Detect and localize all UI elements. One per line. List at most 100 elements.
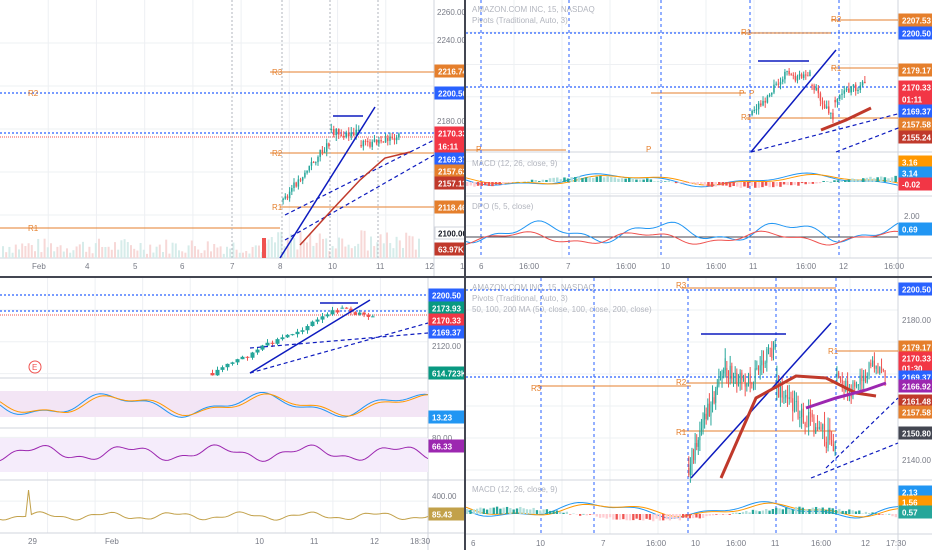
- stochastic-d-line: [0, 393, 429, 417]
- histogram-bar: [741, 511, 745, 514]
- histogram-bar: [865, 177, 869, 182]
- histogram-bar: [836, 180, 840, 182]
- axis-tick-label: 17:30: [886, 539, 907, 548]
- volume-bar: [203, 250, 206, 258]
- histogram-bar: [565, 511, 569, 514]
- volume-bar: [350, 248, 353, 258]
- candle-body: [330, 310, 335, 315]
- volume-bar: [235, 249, 238, 258]
- histogram-bar: [538, 181, 541, 182]
- chart-pane-bottom-right[interactable]: AMAZON.COM INC, 15, NASDAQ Pivots (Tradit…: [466, 278, 932, 550]
- candle-body: [364, 140, 367, 142]
- volume-bar: [382, 243, 385, 258]
- candle-body: [877, 365, 879, 374]
- candle-body: [838, 372, 840, 377]
- pane-divider-horizontal[interactable]: [0, 276, 932, 278]
- candle-body: [830, 112, 832, 114]
- histogram-bar: [655, 514, 658, 519]
- candle-body: [755, 109, 758, 111]
- candle-body: [779, 81, 782, 85]
- candle-body: [754, 368, 756, 383]
- pivot-label: R1: [741, 28, 752, 37]
- histogram-bar: [582, 513, 585, 515]
- pane-divider-vertical[interactable]: [464, 0, 466, 550]
- candle-body: [275, 339, 280, 344]
- chart-pane-bottom-left[interactable]: E2120.0080.00400.00200.0029Feb10111218:3…: [0, 278, 464, 550]
- axis-tick-label: 400.00: [432, 492, 457, 501]
- histogram-bar: [613, 177, 617, 182]
- histogram-bar: [678, 514, 682, 521]
- candle-body: [310, 321, 315, 327]
- histogram-bar: [535, 510, 539, 514]
- price-tag-label: 3.14: [902, 170, 918, 179]
- indicator-legend: MACD (12, 26, close, 9): [472, 485, 558, 494]
- histogram-bar: [484, 182, 487, 186]
- chart-pane-top-right[interactable]: AMAZON.COM INC, 15, NASDAQ Pivots (Tradit…: [466, 0, 932, 276]
- histogram-bar: [624, 178, 627, 182]
- chart-pane-top-left[interactable]: R3R2R2R1R12260.002240.002200.002180.0021…: [0, 0, 464, 276]
- histogram-bar: [725, 514, 728, 515]
- chart-canvas-bottom-left[interactable]: E2120.0080.00400.00200.0029Feb10111218:3…: [0, 278, 464, 550]
- volume-bar: [142, 249, 145, 258]
- axis-tick-label: 29: [28, 537, 37, 546]
- volume-bar: [414, 249, 417, 258]
- candle-body: [829, 429, 831, 440]
- candle-body: [774, 345, 776, 349]
- legend-subtitle: Pivots (Traditional, Auto, 3): [472, 16, 568, 25]
- candle-body: [718, 379, 720, 386]
- axis-tick-label: 2120.00: [432, 342, 461, 351]
- histogram-bar: [785, 507, 788, 514]
- chart-canvas-top-left[interactable]: R3R2R2R1R12260.002240.002200.002180.0021…: [0, 0, 464, 276]
- histogram-bar: [814, 506, 818, 514]
- earnings-event-label: E: [32, 363, 37, 372]
- histogram-bar: [548, 178, 552, 182]
- chart-canvas-bottom-right[interactable]: AMAZON.COM INC, 15, NASDAQ Pivots (Tradit…: [466, 278, 932, 550]
- histogram-bar: [689, 182, 692, 184]
- pivot-label: R1: [741, 113, 752, 122]
- candle-body: [861, 81, 864, 86]
- histogram-bar: [891, 514, 894, 517]
- histogram-bar: [559, 511, 562, 514]
- volume-bar: [18, 249, 20, 258]
- histogram-bar: [718, 514, 721, 515]
- chart-canvas-top-right[interactable]: AMAZON.COM INC, 15, NASDAQ Pivots (Tradit…: [466, 0, 932, 276]
- candle-body: [794, 75, 797, 81]
- histogram-bar: [738, 512, 741, 514]
- volume-bar: [2, 246, 4, 258]
- candle-body: [393, 138, 396, 141]
- price-tag: [428, 288, 464, 302]
- histogram-bar: [764, 182, 768, 186]
- histogram-bar: [505, 182, 509, 184]
- candle-body: [357, 129, 360, 131]
- price-tag: [434, 126, 464, 140]
- candle-body: [804, 423, 806, 427]
- trendline: [750, 49, 837, 153]
- histogram-bar: [824, 509, 828, 514]
- candle-body: [845, 88, 848, 91]
- histogram-bar: [736, 182, 739, 187]
- histogram-bar: [705, 514, 708, 517]
- price-tag: [428, 410, 464, 424]
- price-tag: [898, 426, 932, 440]
- histogram-bar: [516, 181, 519, 183]
- histogram-bar: [847, 179, 851, 182]
- volume-bar: [187, 245, 190, 258]
- volume-bar: [251, 246, 254, 258]
- histogram-bar: [894, 514, 898, 518]
- candle-body: [807, 75, 809, 77]
- candle-body: [225, 363, 230, 368]
- channel-line: [825, 397, 899, 469]
- volume-bar: [46, 247, 49, 258]
- candle-body: [317, 156, 319, 163]
- candle-body: [715, 389, 717, 403]
- histogram-bar: [876, 177, 879, 182]
- volume-bar: [408, 235, 411, 258]
- candle-body: [762, 100, 764, 106]
- candle-body: [250, 352, 255, 358]
- histogram-bar: [834, 509, 838, 514]
- candle-body: [836, 98, 839, 103]
- histogram-bar: [665, 514, 668, 520]
- pivot-label: R2: [676, 378, 687, 387]
- volume-bar: [190, 240, 193, 258]
- volume-bar: [40, 252, 43, 258]
